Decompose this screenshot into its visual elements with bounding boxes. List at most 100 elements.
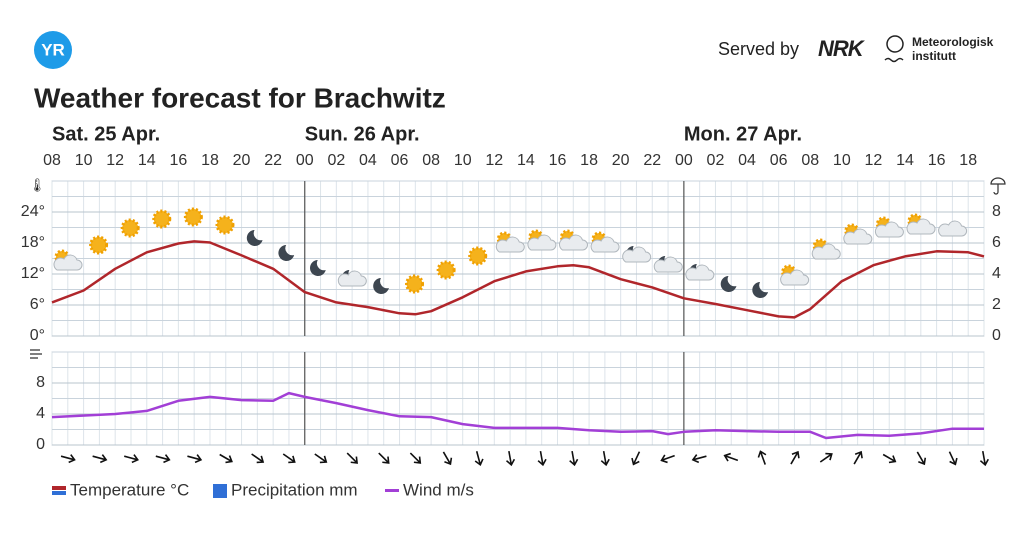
served-by: Served by (718, 39, 799, 59)
arrow (853, 450, 863, 465)
arrow (346, 452, 358, 464)
weather-icon (843, 223, 873, 245)
wind-arrow (378, 452, 390, 464)
x-tick-label: 16 (549, 152, 567, 169)
day-label: Mon. 27 Apr. (684, 123, 802, 145)
x-tick-label: 14 (138, 152, 156, 169)
wind-arrow (979, 450, 989, 467)
arrow (979, 450, 989, 467)
moon (720, 276, 737, 292)
arrow (691, 454, 707, 464)
wind-arrow (660, 454, 675, 464)
arrow (378, 452, 390, 464)
legend-swatch (52, 486, 66, 490)
weather-icon (373, 278, 389, 294)
met-text: Meteorologisk (912, 35, 994, 49)
wind-arrow (409, 452, 422, 464)
moon (310, 260, 326, 276)
weather-icon (720, 276, 737, 292)
x-tick-label: 16 (928, 152, 946, 169)
cloud (622, 246, 652, 263)
wind-arrow (124, 454, 139, 464)
wind-arrow (251, 453, 265, 464)
legend-label: Precipitation mm (231, 480, 358, 499)
wind-arrow (882, 453, 897, 464)
cloud (558, 234, 588, 251)
weather-icon (685, 264, 715, 281)
x-tick-label: 00 (296, 152, 314, 169)
arrow (219, 453, 233, 464)
moon (752, 282, 769, 298)
wind-arrow (916, 451, 927, 466)
wind-arrow (346, 452, 358, 464)
arrow (600, 450, 610, 467)
sun (468, 246, 488, 266)
arrow (948, 451, 958, 466)
y-tick-label: 24° (21, 203, 45, 220)
x-tick-label: 06 (391, 152, 409, 169)
umbrella-icon (990, 177, 1006, 195)
weather-icon (310, 260, 326, 276)
met-logo-wave (884, 57, 904, 63)
day-label: Sat. 25 Apr. (52, 123, 160, 145)
arrow (124, 454, 139, 464)
series-line (51, 240, 985, 319)
sun (152, 209, 172, 229)
y-tick-label: 6° (30, 296, 45, 313)
wind-arrow (219, 453, 233, 464)
wind-arrow (790, 450, 800, 465)
moon (246, 230, 263, 246)
cloud (53, 254, 83, 271)
y-tick-label: 12° (21, 265, 45, 282)
moon (373, 278, 389, 294)
y2-tick-label: 6 (992, 234, 1001, 251)
weather-icon (590, 231, 620, 253)
legend-label: Temperature °C (70, 480, 189, 499)
arrow (537, 450, 547, 467)
x-tick-label: 00 (675, 152, 693, 169)
legend-label: Wind m/s (403, 480, 474, 499)
x-tick-label: 02 (327, 152, 345, 169)
y-tick-label: 4 (36, 405, 45, 422)
weather-icon (337, 270, 367, 287)
arrow (723, 452, 739, 462)
arrow (314, 453, 328, 464)
arrow (60, 454, 76, 464)
arrow (505, 450, 516, 467)
x-tick-label: 20 (612, 152, 630, 169)
yr-logo (34, 31, 72, 69)
wind-arrow (442, 451, 453, 466)
cloud (653, 256, 683, 273)
wind-arrow (853, 450, 863, 465)
wind-arrow (155, 454, 171, 464)
y-tick-label: 0 (36, 436, 45, 453)
arrow (409, 452, 422, 464)
weather-icon (495, 231, 525, 253)
met-text: institutt (912, 49, 956, 63)
x-tick-label: 22 (264, 152, 282, 169)
x-tick-label: 18 (580, 152, 598, 169)
weather-icon (558, 229, 588, 251)
x-tick-label: 02 (707, 152, 725, 169)
x-tick-label: 14 (517, 152, 535, 169)
arrow (187, 454, 203, 464)
weather-icon (653, 256, 683, 273)
weather-icon (152, 209, 172, 229)
x-tick-label: 10 (75, 152, 93, 169)
arrow (790, 450, 800, 465)
arrow (474, 451, 484, 466)
yr-logo-text: YR (41, 40, 65, 59)
legend-swatch (52, 491, 66, 495)
cloud (527, 234, 557, 251)
wind-arrow (600, 450, 610, 467)
arrow (631, 451, 641, 466)
cloud (843, 228, 873, 245)
wind-arrow (948, 451, 958, 466)
x-tick-label: 06 (770, 152, 788, 169)
wind-arrow (569, 450, 579, 467)
arrow (819, 452, 833, 463)
x-tick-label: 10 (454, 152, 472, 169)
weather-icon (527, 229, 557, 251)
arrow (660, 454, 675, 464)
